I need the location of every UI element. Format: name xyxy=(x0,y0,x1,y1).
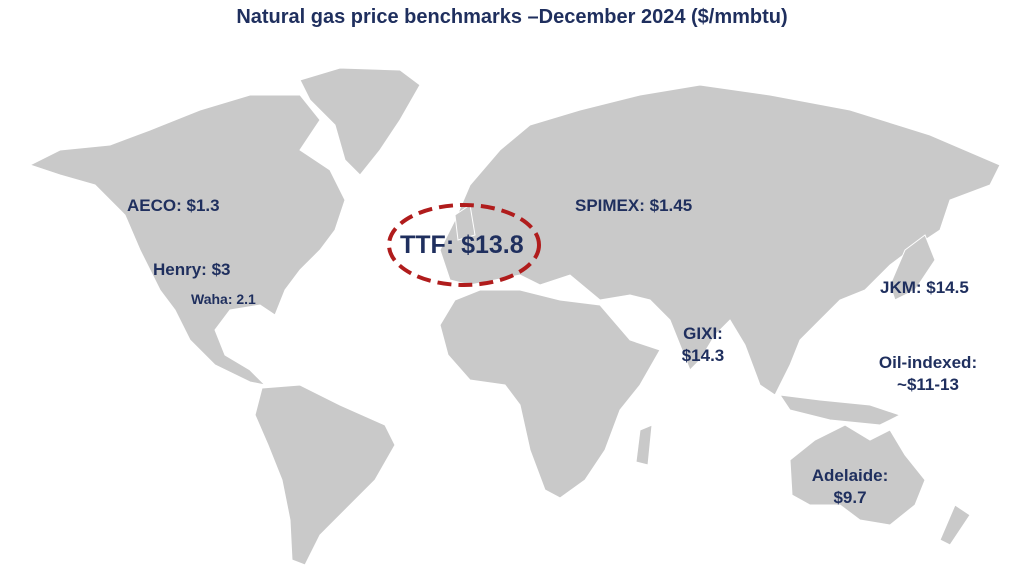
map-title: Natural gas price benchmarks –December 2… xyxy=(236,6,788,28)
ttf-highlight-ellipse xyxy=(387,203,541,287)
oil-indexed-name: Oil-indexed: xyxy=(878,353,978,372)
label-ttf: TTF: $13.8 xyxy=(400,231,524,259)
japan xyxy=(889,234,936,301)
label-henry: Henry: $3 xyxy=(153,260,231,279)
eurasia xyxy=(439,84,1001,396)
north-america xyxy=(28,94,346,386)
oil-indexed-price: ~$11-13 xyxy=(897,375,959,394)
label-gixi: GIXI: $14.3 xyxy=(668,323,738,367)
label-waha: Waha: 2.1 xyxy=(191,291,256,307)
label-oil-indexed: Oil-indexed: ~$11-13 xyxy=(858,352,998,396)
new-zealand xyxy=(939,504,971,546)
madagascar xyxy=(635,424,653,466)
label-aeco: AECO: $1.3 xyxy=(127,196,220,215)
australia xyxy=(789,424,926,526)
africa xyxy=(439,289,661,499)
label-spimex: SPIMEX: $1.45 xyxy=(575,196,693,215)
adelaide-name: Adelaide: xyxy=(811,466,889,485)
label-jkm: JKM: $14.5 xyxy=(880,278,969,297)
indonesia xyxy=(778,394,902,426)
adelaide-price: $9.7 xyxy=(833,488,867,507)
label-adelaide: Adelaide: $9.7 xyxy=(800,465,900,509)
south-america xyxy=(254,384,396,566)
uk xyxy=(454,204,476,241)
gixi-price: $14.3 xyxy=(681,346,725,365)
gixi-name: GIXI: xyxy=(683,324,723,343)
greenland xyxy=(299,67,421,176)
